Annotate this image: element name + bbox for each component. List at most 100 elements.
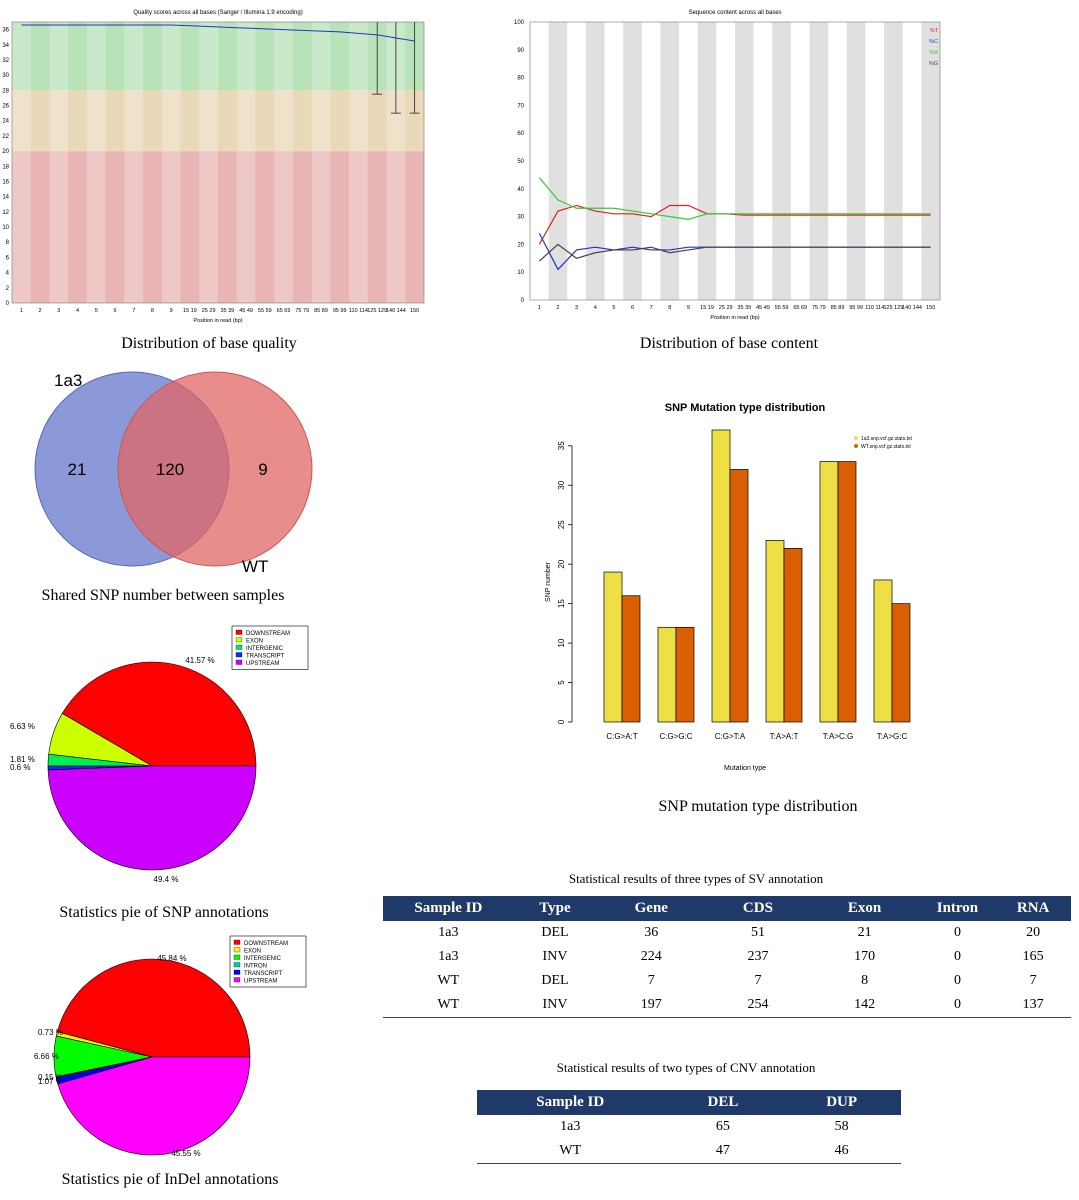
table-header: Sample ID Type Gene CDS Exon Intron RNA	[383, 896, 1071, 921]
series-line	[538, 177, 931, 220]
legend-swatch	[235, 644, 243, 650]
table-cell: 7	[754, 973, 762, 988]
x-axis-label: Mutation type	[724, 765, 766, 772]
x-axis-label: Position in read (bp)	[193, 318, 242, 324]
y-tick-label: 12	[2, 210, 9, 216]
base-content-caption: Distribution of base content	[639, 335, 819, 352]
y-tick-label: 6	[6, 255, 10, 261]
plot-frame	[529, 21, 941, 301]
table-cell: 142	[809, 993, 920, 1018]
y-tick-label: 22	[2, 134, 9, 140]
sv-table-title: Statistical results of three types of SV…	[568, 871, 824, 886]
x-tick-label: 125 129	[883, 305, 903, 311]
x-tick-label: 95 99	[849, 305, 863, 311]
y-tick-label: 28	[2, 88, 9, 94]
table-cell: 170	[854, 949, 876, 964]
legend-swatch	[233, 954, 241, 960]
legend-entry: TRANSCRIPT	[246, 654, 285, 660]
pie-slice	[47, 765, 257, 871]
x-tick-label: 2	[556, 305, 559, 311]
bar	[603, 571, 623, 723]
x-tick-label: 8	[151, 308, 154, 314]
column-stripe	[735, 22, 754, 300]
bar	[819, 461, 839, 723]
y-tick-label: 20	[2, 149, 9, 155]
legend-entry: UPSTREAM	[244, 979, 277, 985]
table-row: 1a3 INV 224 237 170 0 165	[383, 945, 1071, 969]
legend-swatch	[235, 652, 243, 658]
x-tick-label: 7	[650, 305, 653, 311]
column-stripe	[124, 22, 144, 303]
x-tick-label: 85 89	[314, 308, 328, 314]
legend-swatch	[235, 637, 243, 643]
y-tick-label: 30	[517, 215, 524, 221]
legend-swatch	[233, 939, 241, 945]
bar	[711, 429, 731, 723]
column-stripe	[274, 22, 293, 303]
x-tick-label: 6	[113, 308, 116, 314]
pie-slice	[56, 958, 251, 1058]
x-tick-label: 15 19	[700, 305, 714, 311]
column-header: CDS	[706, 896, 810, 921]
x-tick-label: 85 89	[831, 305, 845, 311]
slice-label: 0.15 %	[38, 1073, 63, 1082]
column-header: Sample ID	[477, 1090, 664, 1115]
legend-entry: INTERGENIC	[244, 956, 282, 962]
venn-diagram: 1a3 WT 21 120 9	[34, 371, 313, 576]
table-cell: 0	[953, 925, 961, 940]
column-stripe	[386, 22, 406, 303]
x-tick-label: 55 59	[775, 305, 789, 311]
y-tick-label: 90	[517, 48, 524, 54]
column-stripe	[86, 22, 106, 303]
y-tick-label: 40	[517, 187, 524, 193]
table-cell: WT	[477, 1139, 664, 1164]
table-cell: 1a3	[560, 1119, 581, 1134]
y-tick-label: 35	[557, 441, 566, 450]
legend-entry: DOWNSTREAM	[246, 631, 290, 637]
table-cell: 7	[1029, 973, 1037, 988]
x-tick-label: 75 79	[812, 305, 826, 311]
legend-swatch	[233, 969, 241, 975]
y-tick-label: 25	[557, 520, 566, 529]
slice-label: 6.66 %	[34, 1052, 59, 1061]
column-header: DEL	[663, 1090, 783, 1115]
x-axis-label: Position in read (bp)	[710, 315, 759, 321]
venn-set-label: WT	[242, 557, 268, 576]
venn-count: 9	[258, 460, 267, 479]
y-tick-label: 2	[6, 286, 10, 292]
quality-zone	[12, 151, 424, 303]
x-tick-label: T:A>C:G	[823, 732, 853, 741]
y-tick-label: 4	[6, 271, 10, 277]
y-tick-label: 30	[557, 480, 566, 489]
y-tick-label: 10	[2, 225, 9, 231]
bar	[657, 626, 677, 723]
x-tick-label: 25 29	[719, 305, 733, 311]
table-cell: 237	[747, 949, 769, 964]
legend-entry: TRANSCRIPT	[244, 971, 283, 977]
column-stripe	[809, 22, 829, 300]
mean-quality-line	[21, 24, 415, 42]
x-tick-label: 55 59	[258, 308, 272, 314]
legend-swatch	[235, 629, 243, 635]
x-tick-label: 1	[20, 308, 23, 314]
table-cell: 165	[1022, 949, 1044, 964]
snp-mutation-caption: SNP mutation type distribution	[658, 798, 858, 815]
bar	[837, 461, 857, 723]
x-tick-label: 75 79	[295, 308, 309, 314]
snp-mutation-chart: SNP Mutation type distribution 0 5 10 15 20 25…	[545, 402, 912, 772]
x-tick-label: 5	[612, 305, 615, 311]
x-tick-label: 110 114	[865, 305, 884, 311]
x-tick-label: 4	[594, 305, 597, 311]
table-cell: 7	[647, 973, 655, 988]
column-header: Gene	[596, 896, 707, 921]
x-tick-label: 9	[687, 305, 690, 311]
venn-count: 120	[156, 460, 184, 479]
x-tick-label: 35 39	[737, 305, 751, 311]
series-line	[538, 243, 931, 262]
column-stripe	[236, 22, 256, 303]
x-tick-label: 8	[668, 305, 671, 311]
x-tick-label: 150	[926, 305, 935, 311]
table-row: 1a3 65 58	[477, 1115, 901, 1139]
x-tick-label: 45 49	[239, 308, 253, 314]
indel-pie-caption: Statistics pie of InDel annotations	[61, 1171, 279, 1188]
